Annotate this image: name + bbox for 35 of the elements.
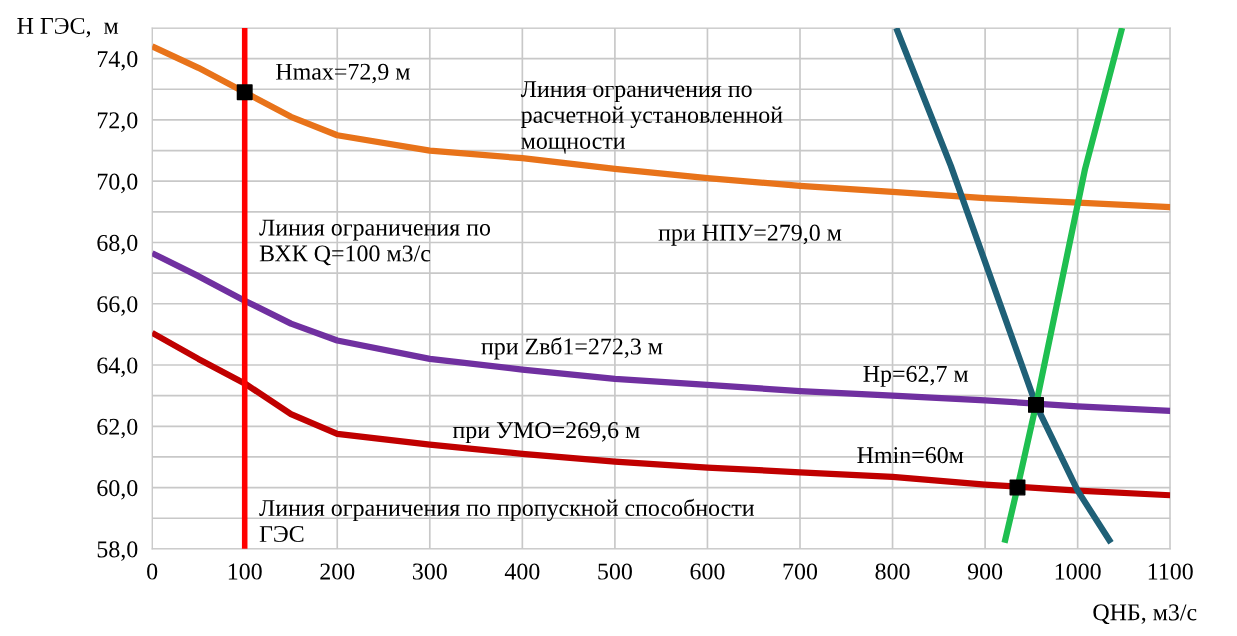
- annotation: Линия ограничения по расчетной установленной мощности: [520, 81, 783, 154]
- x-tick-label: 0: [147, 563, 158, 580]
- annotation: Hp=62,7 м: [863, 365, 969, 387]
- x-tick-label: 600: [690, 563, 725, 580]
- x-axis-title: QНБ, м3/с: [1093, 604, 1197, 625]
- x-tick-label: 900: [967, 563, 1003, 580]
- y-tick-label: 60,0: [97, 479, 138, 500]
- y-tick-label: 66,0: [97, 296, 138, 316]
- annotation: Линия ограничения по пропускной способности ГЭС: [259, 498, 755, 543]
- y-tick-label: 64,0: [97, 357, 138, 378]
- annotation: при НПУ=279,0 м: [658, 224, 842, 246]
- x-tick-label: 300: [412, 563, 447, 580]
- x-tick-label: 800: [875, 563, 910, 580]
- annotation: Hmax=72,9 м: [276, 63, 410, 84]
- x-tick-label: 1100: [1148, 563, 1193, 580]
- x-tick-label: 400: [504, 563, 540, 580]
- annotation: при УМО=269,6 м: [452, 422, 640, 444]
- x-tick-label: 100: [228, 563, 262, 580]
- y-tick-label: 70,0: [97, 173, 138, 194]
- y-tick-label: 62,0: [97, 418, 138, 439]
- y-tick-label: 74,0: [97, 51, 138, 71]
- point: [1009, 479, 1026, 496]
- x-tick-label: 200: [320, 563, 355, 580]
- x-tick-label: 700: [783, 563, 818, 580]
- point: [1028, 396, 1044, 413]
- y-axis-title: Н ГЭС, м: [17, 17, 119, 38]
- x-tick-label: 1000: [1055, 563, 1101, 580]
- y-tick-label: 72,0: [97, 112, 138, 132]
- annotation: при Zвб1=272,3 м: [481, 337, 663, 360]
- point: [236, 84, 253, 101]
- annotation: Линия ограничения по ВХК Q=100 м3/с: [259, 219, 491, 266]
- x-tick-label: 500: [598, 563, 632, 580]
- y-tick-label: 68,0: [97, 234, 138, 255]
- y-tick-label: 58,0: [97, 541, 138, 561]
- annotation: Hmin=60м: [857, 447, 964, 464]
